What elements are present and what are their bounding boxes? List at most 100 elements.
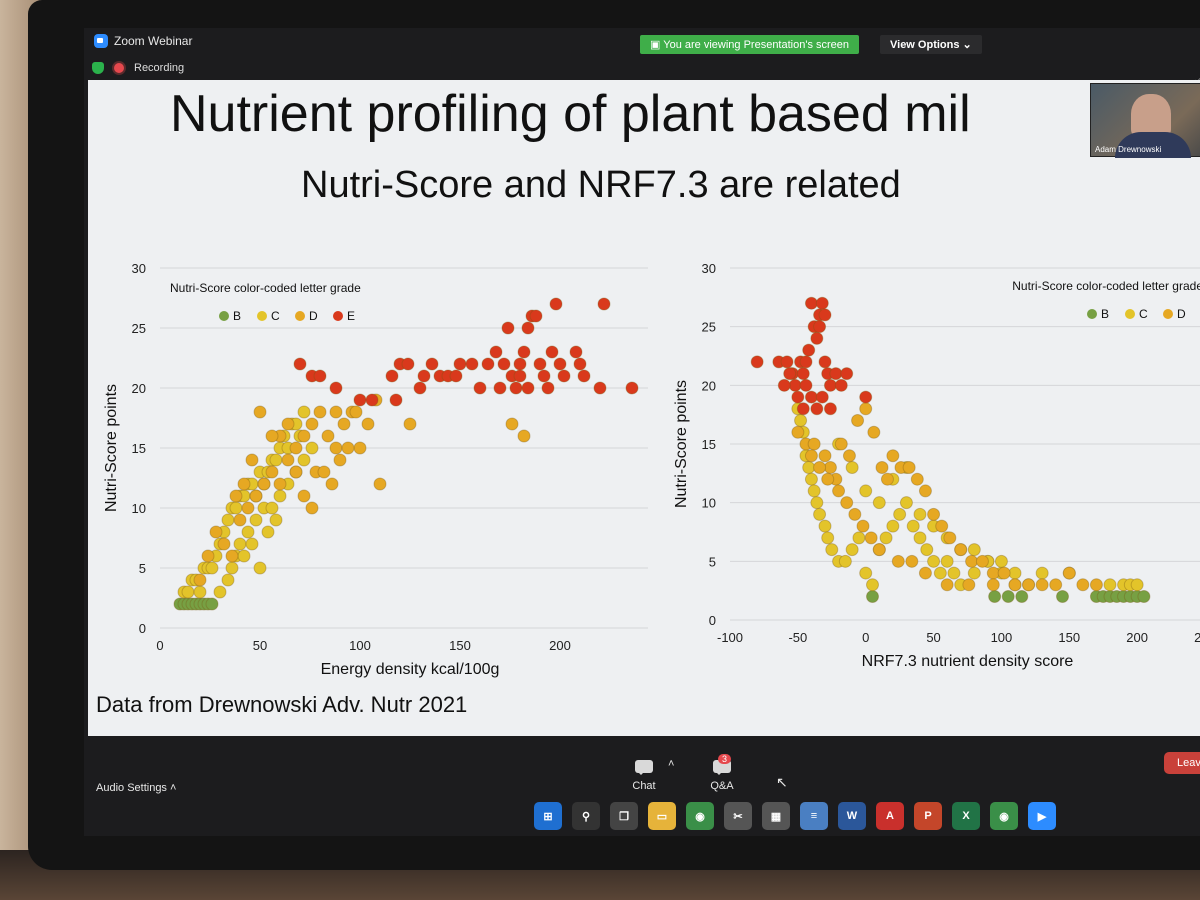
chrome-icon[interactable]: ◉	[686, 802, 714, 830]
left-chart-point-D	[245, 453, 259, 467]
word-icon[interactable]: W	[838, 802, 866, 830]
right-chart-point-E	[804, 390, 818, 404]
left-chart-point-E	[597, 297, 611, 311]
right-chart-point-E	[777, 378, 791, 392]
right-chart-point-C	[845, 460, 859, 474]
left-chart-point-E	[517, 345, 531, 359]
acrobat-icon[interactable]: A	[876, 802, 904, 830]
right-chart-point-E	[818, 308, 832, 322]
left-chart-point-E	[413, 381, 427, 395]
zoom-title-bar: Zoom Webinar	[94, 34, 192, 48]
powerpoint-icon[interactable]: P	[914, 802, 942, 830]
qa-badge: 3	[718, 754, 732, 764]
left-chart-point-E	[541, 381, 555, 395]
chat-button[interactable]: Chat	[624, 760, 664, 792]
task-view-icon[interactable]: ❐	[610, 802, 638, 830]
right-chart-point-E	[788, 378, 802, 392]
left-chart-ytick-label: 0	[139, 621, 146, 636]
left-chart-point-D	[317, 465, 331, 479]
left-chart-point-D	[353, 441, 367, 455]
left-chart-point-E	[313, 369, 327, 383]
left-chart-point-D	[373, 477, 387, 491]
right-chart-point-C	[994, 554, 1008, 568]
right-chart-ytick-label: 10	[702, 496, 716, 511]
left-chart-point-E	[557, 369, 571, 383]
left-chart-point-D	[329, 405, 343, 419]
left-chart-legend-title: Nutri-Score color-coded letter grade	[170, 281, 361, 295]
participant-video-tile[interactable]: Adam Drewnowski	[1090, 83, 1200, 158]
calculator-icon[interactable]: ▦	[762, 802, 790, 830]
left-chart-point-D	[297, 489, 311, 503]
chat-options-chevron-icon[interactable]: ˄	[668, 758, 675, 770]
right-chart-point-C	[940, 554, 954, 568]
left-chart-point-E	[537, 369, 551, 383]
left-chart-point-C	[297, 453, 311, 467]
snipping-tool-icon[interactable]: ✂	[724, 802, 752, 830]
left-chart-point-D	[265, 429, 279, 443]
right-chart-point-D	[880, 472, 894, 486]
right-chart-point-D	[818, 449, 832, 463]
right-chart-point-D	[965, 554, 979, 568]
left-chart-point-D	[273, 477, 287, 491]
right-chart-point-D	[842, 449, 856, 463]
right-chart-point-D	[1035, 578, 1049, 592]
right-chart-yaxis-label: Nutri-Score points	[673, 380, 690, 508]
right-chart-point-D	[986, 578, 1000, 592]
qa-button[interactable]: 3 Q&A	[702, 754, 742, 792]
left-chart-legend-marker-B	[219, 311, 229, 321]
right-chart-point-C	[893, 507, 907, 521]
right-chart-point-C	[804, 472, 818, 486]
left-chart-point-D	[257, 477, 271, 491]
zoom-taskbar-icon[interactable]: ▶	[1028, 802, 1056, 830]
left-chart-point-E	[521, 381, 535, 395]
right-chart-point-E	[799, 355, 813, 369]
right-chart-point-C	[913, 531, 927, 545]
right-chart-point-D	[864, 531, 878, 545]
participant-head	[1131, 94, 1171, 138]
left-chart-point-C	[241, 525, 255, 539]
right-chart-point-C	[927, 554, 941, 568]
right-chart-xtick-label: 200	[1126, 630, 1148, 645]
mouse-cursor-icon: ↖	[776, 774, 788, 790]
security-shield-icon[interactable]	[92, 62, 104, 74]
right-chart-point-C	[810, 496, 824, 510]
scatter-chart-energy-density: 051015202530050100150200250Energy densit…	[103, 261, 648, 678]
right-chart-point-E	[796, 367, 810, 381]
left-chart-point-D	[321, 429, 335, 443]
fullscreen-expand-icon[interactable]: ⤢	[1194, 72, 1200, 86]
left-chart-point-C	[181, 585, 195, 599]
left-chart-point-C	[237, 549, 251, 563]
left-chart-point-C	[221, 513, 235, 527]
audio-settings-label: Audio Settings	[96, 782, 167, 794]
left-chart-point-D	[281, 453, 295, 467]
excel-icon[interactable]: X	[952, 802, 980, 830]
left-chart-point-E	[549, 297, 563, 311]
right-chart-point-E	[813, 320, 827, 334]
scatter-chart-nrf73: 0 5 10 15 20 25 30 -100 -50 0 50 100 150 200 250 NRF7.3…	[673, 261, 1200, 670]
left-chart-point-D	[333, 453, 347, 467]
search-icon[interactable]: ⚲	[572, 802, 600, 830]
left-chart-legend-label-B: B	[233, 309, 241, 323]
right-chart-point-E	[815, 390, 829, 404]
left-chart-xaxis-label: Energy density kcal/100g	[321, 661, 500, 678]
notepad-icon[interactable]: ≡	[800, 802, 828, 830]
left-chart-point-D	[297, 429, 311, 443]
file-explorer-icon[interactable]: ▭	[648, 802, 676, 830]
start-icon[interactable]: ⊞	[534, 802, 562, 830]
chrome-profile-icon[interactable]: ◉	[990, 802, 1018, 830]
left-chart-point-E	[513, 357, 527, 371]
right-chart-point-C	[899, 496, 913, 510]
left-chart-xtick-label: 200	[549, 638, 571, 653]
chat-label: Chat	[632, 780, 656, 792]
leave-button[interactable]: Leave	[1164, 752, 1200, 774]
right-chart-legend-label-B: B	[1101, 307, 1109, 321]
left-chart-point-C	[297, 405, 311, 419]
left-chart-legend-label-D: D	[309, 309, 318, 323]
right-chart-point-D	[1062, 566, 1076, 580]
right-chart-point-D	[807, 437, 821, 451]
left-chart-point-C	[245, 537, 259, 551]
view-options-button[interactable]: View Options ⌄	[880, 35, 982, 54]
right-chart-point-C	[807, 484, 821, 498]
audio-settings-button[interactable]: Audio Settings ˄	[96, 782, 176, 794]
left-chart-legend-marker-C	[257, 311, 267, 321]
